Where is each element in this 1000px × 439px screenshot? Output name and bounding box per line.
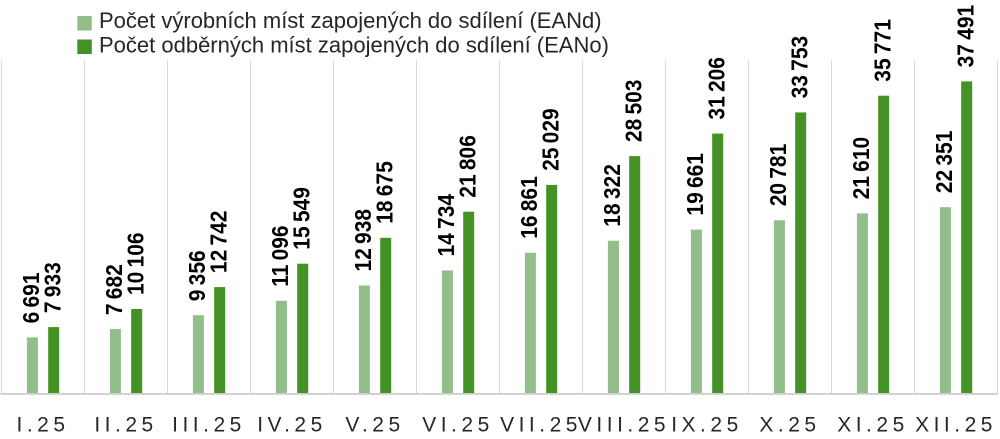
svg-text:15 549: 15 549: [289, 187, 315, 250]
svg-text:12 742: 12 742: [206, 211, 232, 274]
svg-text:12 938: 12 938: [350, 209, 376, 272]
svg-text:Počet výrobních míst zapojenýc: Počet výrobních míst zapojených do sdíle…: [99, 8, 602, 33]
svg-text:31 206: 31 206: [704, 57, 730, 120]
svg-text:X.25: X.25: [759, 414, 820, 435]
svg-text:XII.25: XII.25: [915, 414, 997, 435]
svg-text:37 491: 37 491: [953, 5, 979, 68]
svg-text:18 675: 18 675: [372, 161, 398, 224]
svg-text:7 933: 7 933: [40, 262, 66, 313]
svg-text:18 322: 18 322: [599, 164, 625, 227]
svg-text:VIII.25: VIII.25: [578, 414, 670, 435]
svg-text:VII.25: VII.25: [500, 414, 582, 435]
svg-text:7 682: 7 682: [101, 264, 127, 315]
svg-text:III.25: III.25: [172, 414, 246, 435]
svg-text:10 106: 10 106: [123, 232, 149, 295]
svg-text:I.25: I.25: [16, 414, 69, 435]
svg-text:19 661: 19 661: [682, 153, 708, 216]
svg-text:21 610: 21 610: [848, 137, 874, 200]
svg-text:IX.25: IX.25: [671, 414, 743, 435]
svg-text:33 753: 33 753: [787, 36, 813, 99]
svg-text:11 096: 11 096: [267, 225, 293, 286]
svg-text:21 806: 21 806: [455, 135, 481, 198]
svg-text:VI.25: VI.25: [422, 414, 494, 435]
svg-text:9 356: 9 356: [184, 250, 210, 301]
svg-text:V.25: V.25: [345, 414, 404, 435]
svg-text:22 351: 22 351: [931, 131, 957, 194]
svg-text:IV.25: IV.25: [257, 414, 327, 435]
svg-text:XI.25: XI.25: [837, 414, 909, 435]
svg-text:II.25: II.25: [94, 414, 157, 435]
svg-text:28 503: 28 503: [621, 80, 647, 143]
svg-text:25 029: 25 029: [538, 108, 564, 171]
svg-text:16 861: 16 861: [516, 176, 542, 239]
svg-text:20 781: 20 781: [765, 144, 791, 207]
svg-text:35 771: 35 771: [870, 19, 896, 82]
svg-text:Počet odběrných míst zapojenýc: Počet odběrných míst zapojených do sdíle…: [99, 33, 609, 58]
svg-text:6 691: 6 691: [18, 273, 44, 324]
svg-text:14 734: 14 734: [433, 193, 459, 256]
